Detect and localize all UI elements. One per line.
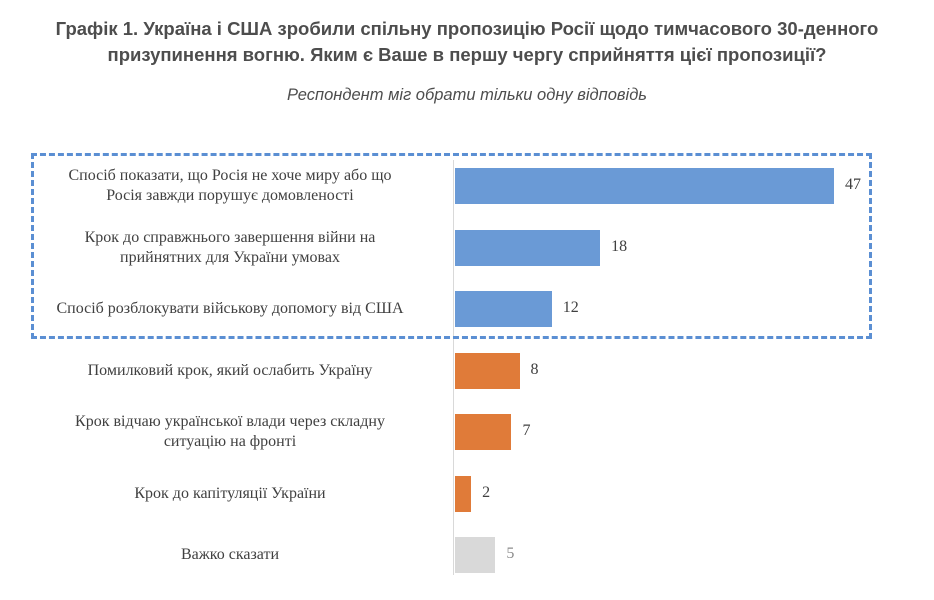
category-label-line: Росія завжди порушує домовленості — [106, 187, 354, 204]
category-label-line: прийнятних для України умовах — [120, 248, 340, 266]
category-label-line: Важко сказати — [180, 546, 280, 563]
category-label-line: Спосіб показати, що Росія не хоче миру а… — [68, 167, 392, 184]
category-label-line: Спосіб розблокувати військову допомогу в… — [56, 300, 404, 317]
category-label: Спосіб розблокувати військову допомогу в… — [20, 299, 440, 319]
bar — [455, 352, 520, 389]
category-label: Крок відчаю української влади через скла… — [20, 412, 440, 452]
chart-title-line-2: призупинення вогню. Яким є Ваше в першу … — [107, 44, 827, 65]
bar — [455, 475, 472, 512]
value-label: 47 — [845, 176, 861, 193]
chart-title-line-1: Графік 1. Україна і США зробили спільну … — [55, 18, 879, 39]
value-label: 5 — [506, 545, 515, 562]
bar — [455, 291, 552, 327]
highlight-dashed-box — [31, 153, 872, 339]
chart-subtitle: Респондент міг обрати тільки одну відпов… — [286, 86, 647, 104]
category-label: Крок до справжнього завершення війни на п… — [20, 228, 440, 268]
value-label: 8 — [530, 360, 539, 378]
category-label: Крок до капітуляції України — [20, 484, 440, 504]
bar — [455, 414, 512, 450]
category-label-line: Крок відчаю української влади через скла… — [75, 413, 385, 430]
bar — [455, 537, 496, 573]
bar — [455, 229, 601, 266]
value-label: 2 — [482, 483, 491, 501]
category-label-line: Помилковий крок, який ослабить Україну — [87, 361, 373, 379]
chart-title: Графік 1. Україна і США зробили спільну … — [0, 16, 934, 68]
category-label: Спосіб показати, що Росія не хоче миру а… — [20, 166, 440, 206]
category-label-line: ситуацію на фронті — [163, 433, 297, 450]
category-label-line: Крок до справжнього завершення війни на — [84, 228, 376, 246]
bar — [455, 168, 834, 204]
category-label: Помилковий крок, який ослабить Україну — [20, 361, 440, 381]
value-label: 18 — [611, 237, 628, 255]
value-label: 12 — [562, 299, 579, 316]
category-label-line: Крок до капітуляції України — [134, 484, 326, 502]
category-label: Важко сказати — [20, 545, 440, 565]
category-axis-line — [453, 160, 454, 575]
value-label: 7 — [522, 422, 531, 439]
